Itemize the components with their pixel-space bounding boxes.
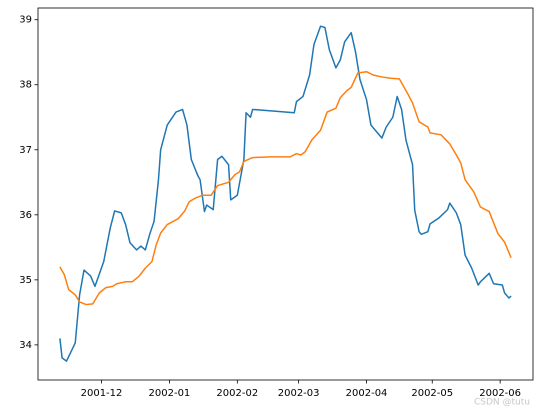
x-tick-label: 2002-04 <box>346 388 388 399</box>
x-tick-label: 2001-12 <box>81 388 123 399</box>
line <box>59 25 512 362</box>
plot-area <box>37 7 534 381</box>
x-tick-label: 2002-03 <box>278 388 320 399</box>
line <box>59 70 512 306</box>
y-tick-label: 34 <box>19 340 32 351</box>
y-tick-label: 36 <box>19 210 32 221</box>
x-tick-label: 2002-02 <box>216 388 258 399</box>
y-tick-label: 39 <box>19 15 32 26</box>
x-tick-label: 2002-06 <box>479 388 521 399</box>
watermark: CSDN @tutu <box>474 398 530 408</box>
y-tick-label: 38 <box>19 80 32 91</box>
y-tick-label: 35 <box>19 275 32 286</box>
y-tick-label: 37 <box>19 145 32 156</box>
x-tick-label: 2002-05 <box>411 388 453 399</box>
x-tick-label: 2002-01 <box>149 388 191 399</box>
